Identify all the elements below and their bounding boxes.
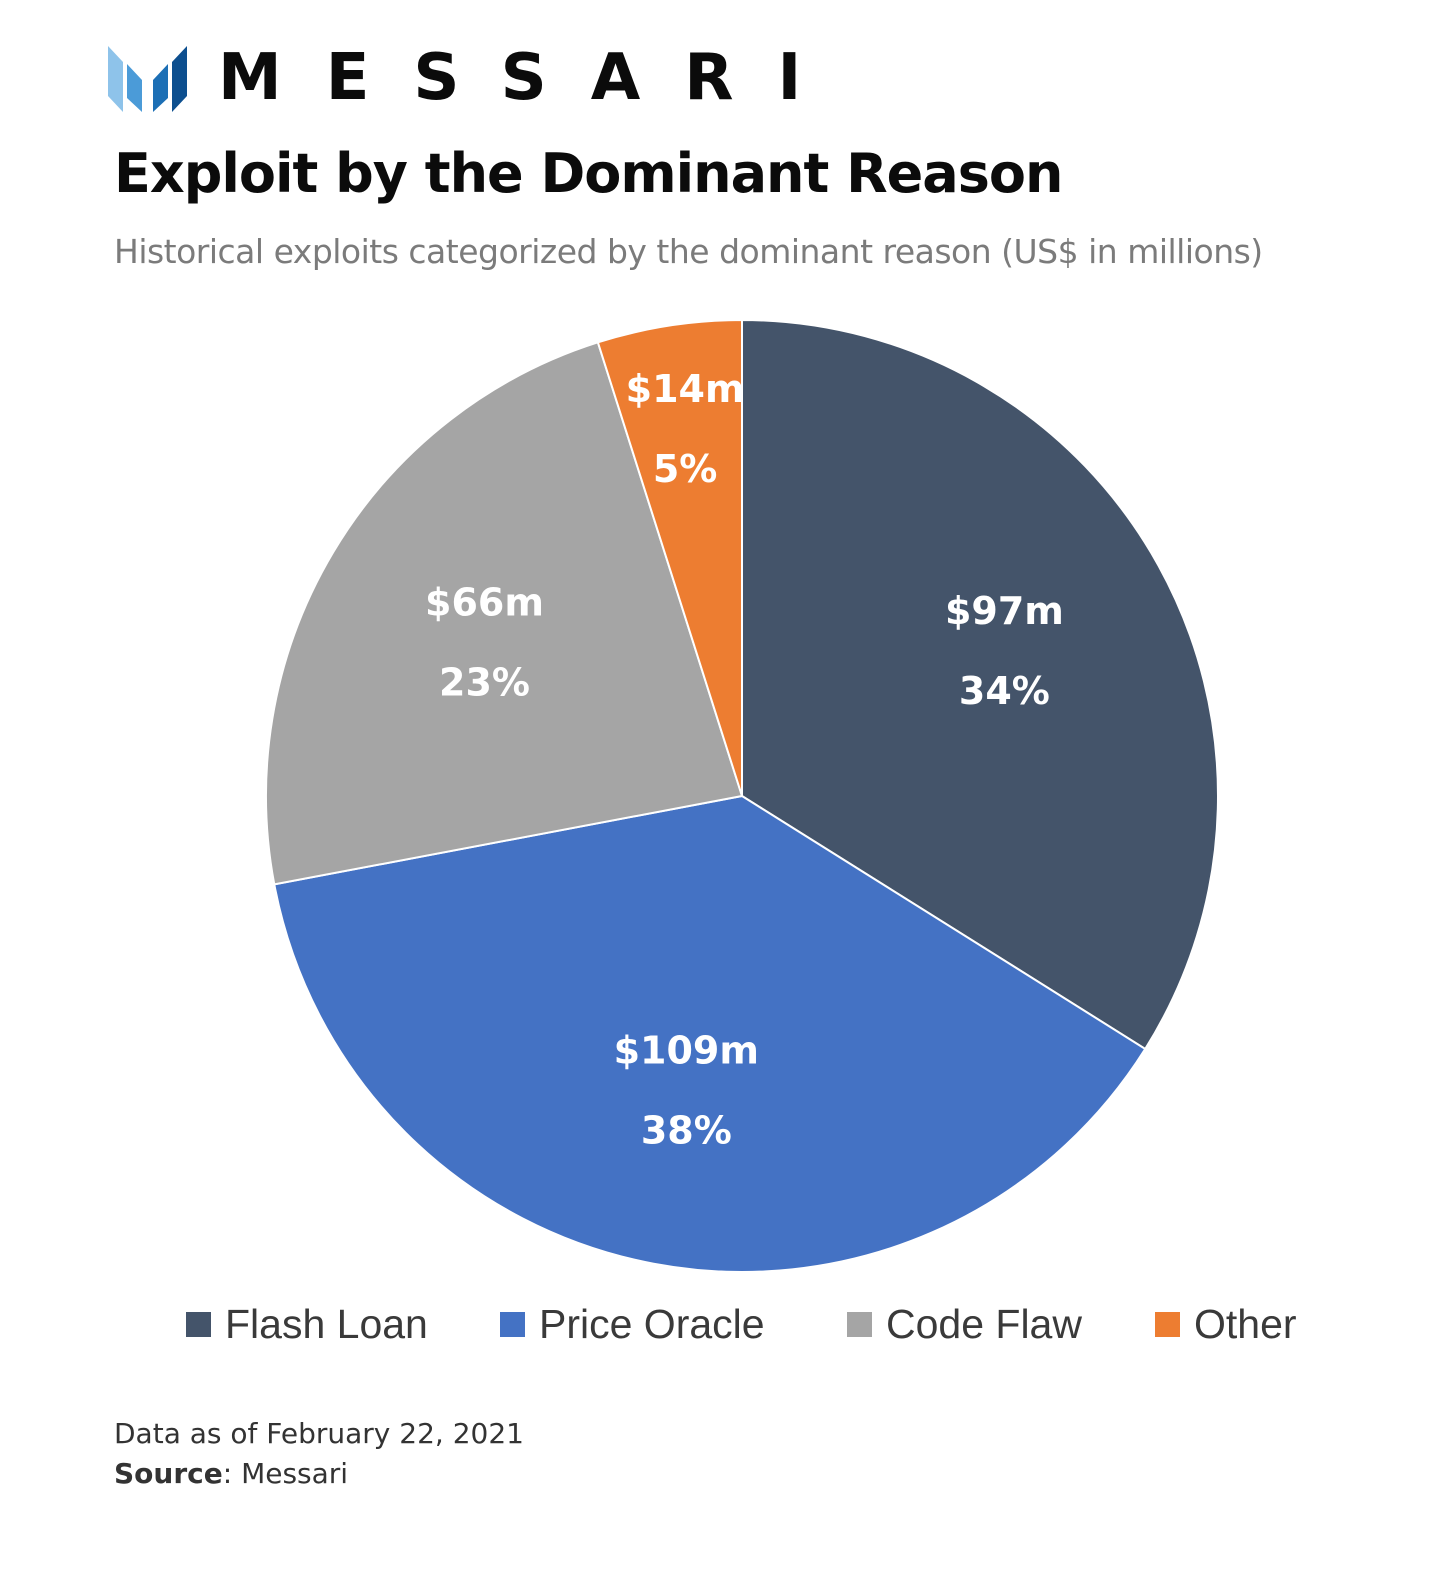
slice-percent-label-flash-loan: 34% [959, 669, 1050, 713]
legend-label-code-flaw: Code Flaw [886, 1300, 1082, 1347]
logo-bar-3 [153, 64, 168, 112]
legend-item-other: Other [1155, 1296, 1297, 1352]
legend-item-price-oracle: Price Oracle [500, 1296, 765, 1352]
brand-header: MESSARI [108, 40, 845, 116]
slice-percent-label-other: 5% [653, 447, 718, 491]
chart-title: Exploit by the Dominant Reason [114, 142, 1063, 205]
legend-item-flash-loan: Flash Loan [186, 1296, 428, 1352]
legend-label-flash-loan: Flash Loan [225, 1300, 428, 1347]
pie-slices [265, 318, 1219, 1273]
footnote: Data as of February 22, 2021 Source: Mes… [114, 1414, 524, 1494]
legend-swatch-flash-loan [186, 1311, 211, 1337]
legend-swatch-other [1155, 1311, 1180, 1337]
legend-label-other: Other [1194, 1300, 1297, 1347]
brand-name: MESSARI [218, 41, 846, 115]
source-label: Source [114, 1457, 223, 1490]
data-date-note: Data as of February 22, 2021 [114, 1417, 524, 1450]
slice-value-label-flash-loan: $97m [945, 589, 1064, 633]
slice-percent-label-code-flaw: 23% [439, 660, 530, 704]
legend-item-code-flaw: Code Flaw [847, 1296, 1082, 1352]
legend-label-price-oracle: Price Oracle [539, 1300, 765, 1347]
legend-swatch-code-flaw [847, 1311, 872, 1337]
pie-slice-flash-loan [741, 318, 1219, 1051]
source-value: Messari [241, 1457, 349, 1490]
legend-swatch-price-oracle [500, 1311, 525, 1337]
logo-bar-1 [108, 46, 123, 112]
pie-labels: $97m 34% $109m 38% $66m 23% $14m 5% [425, 367, 1064, 1153]
slice-value-label-code-flaw: $66m [425, 580, 544, 624]
slice-value-label-other: $14m [626, 367, 745, 411]
chart-legend: Flash Loan Price Oracle Code Flaw Other [0, 1296, 1456, 1352]
pie-slice-other [596, 318, 743, 797]
source-note: Source: Messari [114, 1457, 349, 1490]
pie-chart: $97m 34% $109m 38% $66m 23% $14m 5% [265, 318, 1219, 1273]
slice-percent-label-price-oracle: 38% [641, 1109, 732, 1153]
slice-value-label-price-oracle: $109m [614, 1029, 759, 1073]
chart-subtitle: Historical exploits categorized by the d… [114, 232, 1263, 271]
logo-bar-4 [172, 46, 187, 112]
pie-slice-code-flaw [265, 341, 744, 886]
logo-bar-2 [127, 64, 142, 112]
pie-slice-price-oracle [273, 794, 1147, 1273]
messari-logo-icon [108, 46, 187, 112]
